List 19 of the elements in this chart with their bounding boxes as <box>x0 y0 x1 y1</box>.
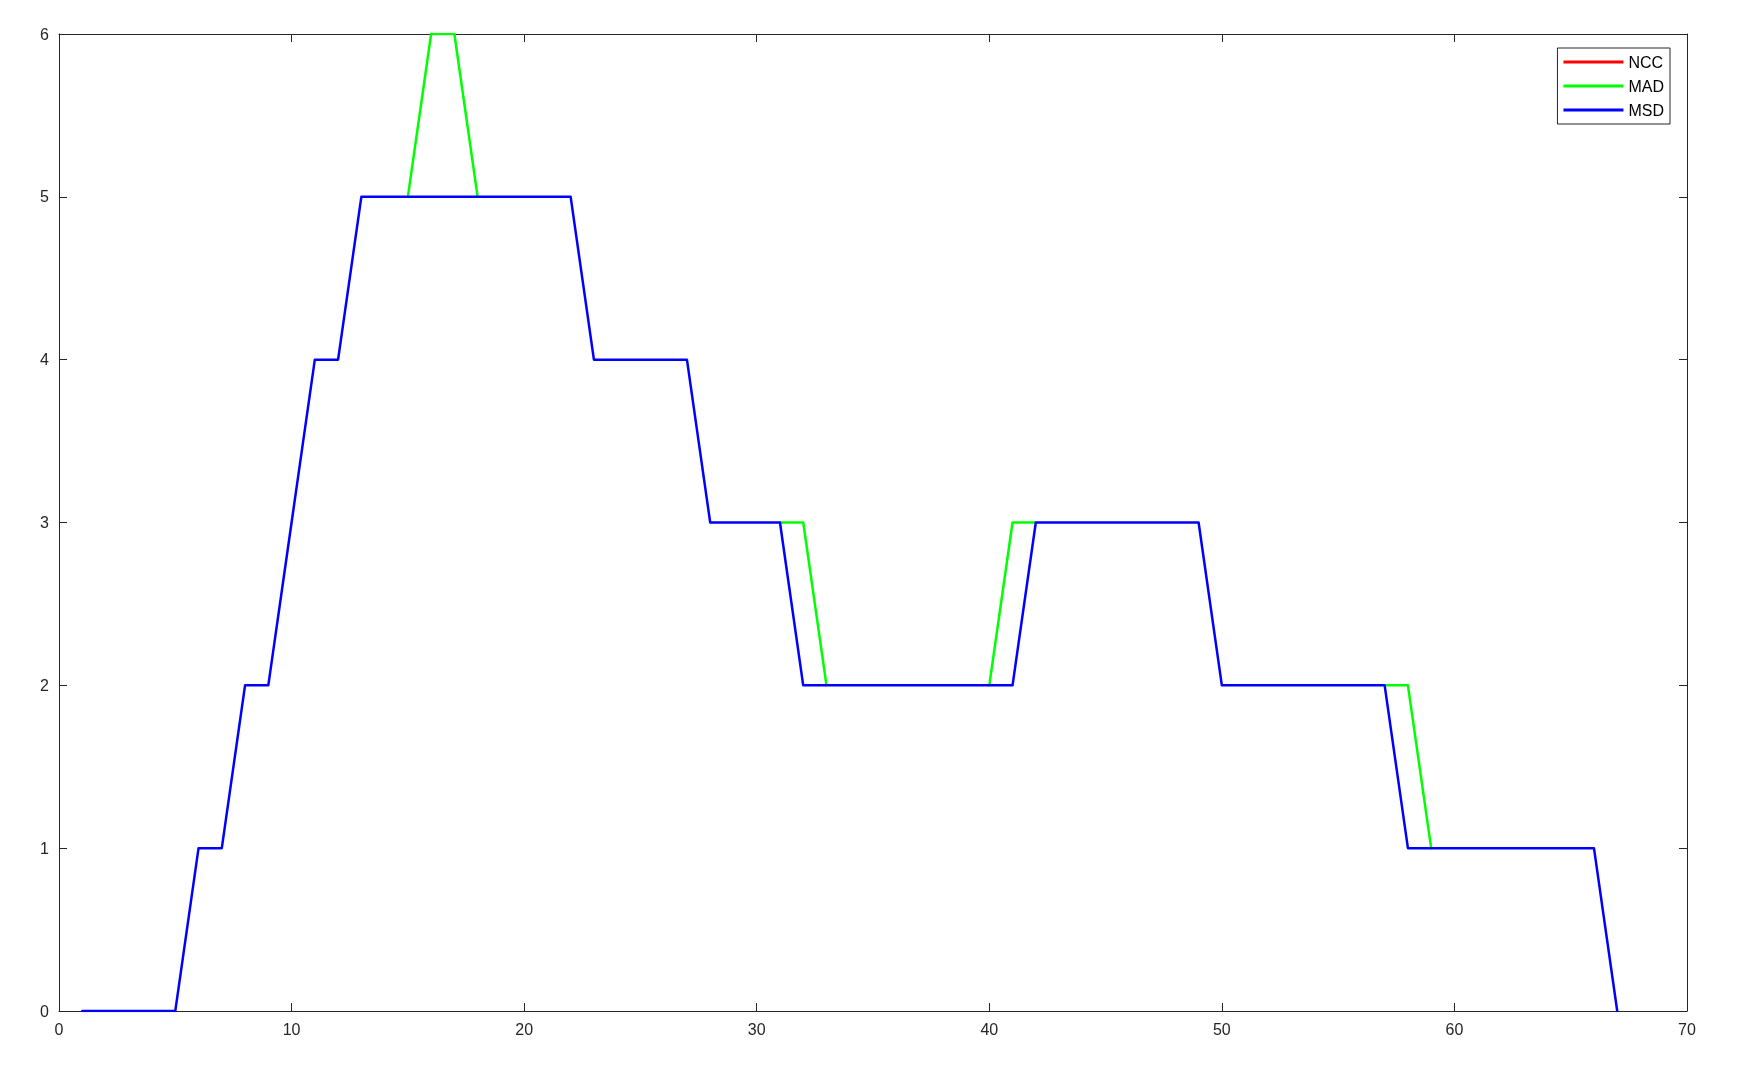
legend-label: NCC <box>1628 53 1664 71</box>
x-tick-label: 20 <box>515 1020 534 1038</box>
x-tick-label: 0 <box>54 1020 64 1038</box>
line-series <box>81 195 1619 1013</box>
x-tick-label: 60 <box>1445 1020 1464 1038</box>
y-tick-label: 3 <box>40 514 50 531</box>
y-tick-label: 1 <box>40 839 50 857</box>
legend-label: MAD <box>1628 77 1665 95</box>
y-tick-label: 5 <box>40 188 50 206</box>
x-tick-label: 40 <box>980 1020 999 1038</box>
y-tick-label: 2 <box>40 676 50 694</box>
x-tick-label: 50 <box>1212 1020 1231 1038</box>
x-tick-label: 70 <box>1678 1020 1696 1038</box>
y-tick-label: 0 <box>40 1002 50 1020</box>
y-tick-label: 4 <box>40 351 50 369</box>
y-tick-label: 6 <box>40 25 50 43</box>
x-tick-label: 10 <box>282 1020 301 1038</box>
legend-label: MSD <box>1628 101 1665 119</box>
x-tick-label: 30 <box>747 1020 766 1038</box>
